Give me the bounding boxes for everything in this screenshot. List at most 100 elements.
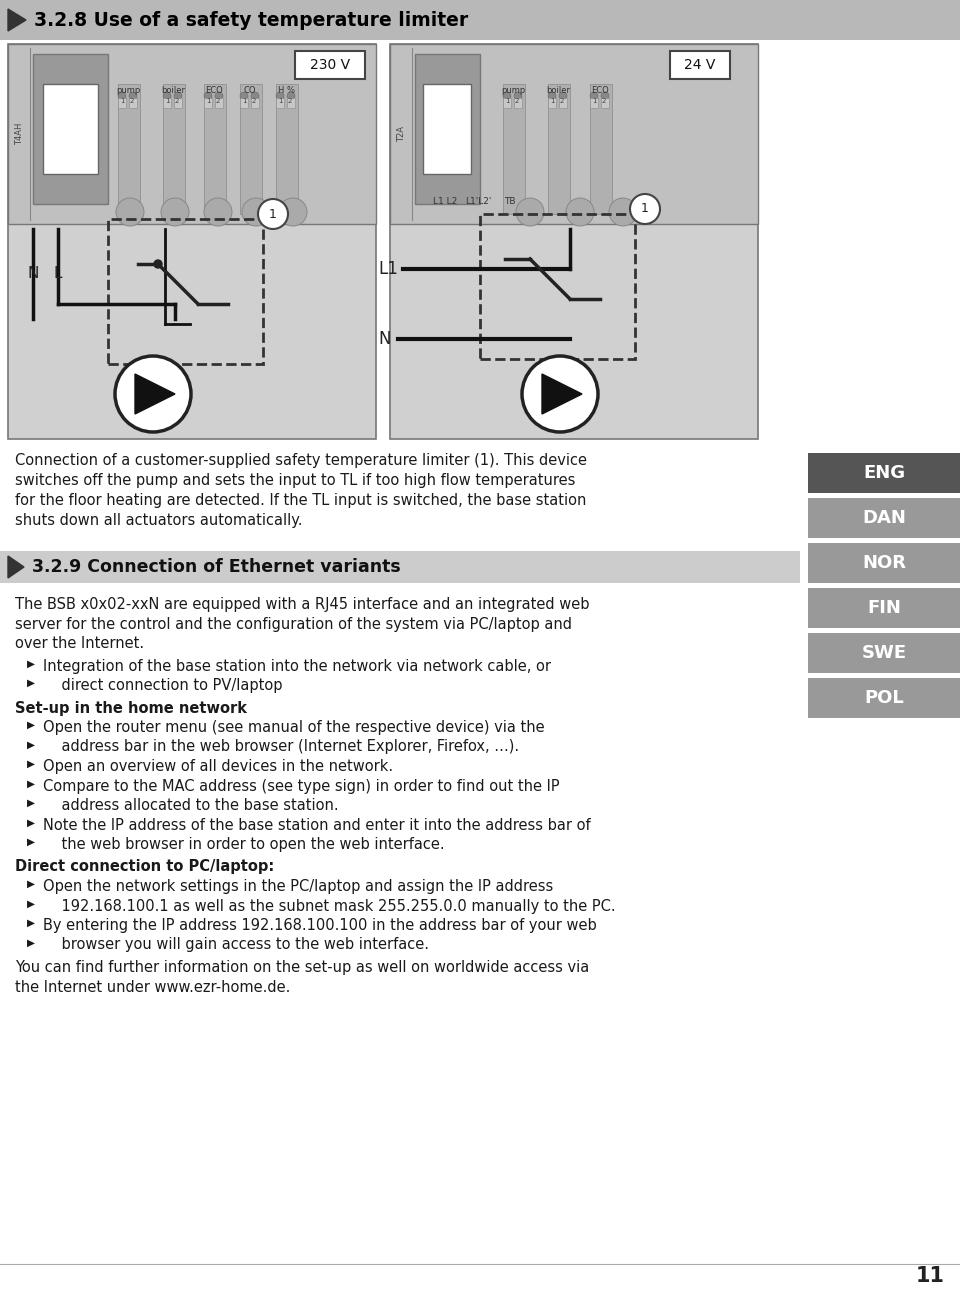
Text: TB: TB [504,197,516,206]
Bar [590,98,598,108]
Text: 3.2.8 Use of a safety temperature limiter: 3.2.8 Use of a safety temperature limite… [34,10,468,30]
Bar [33,53,108,203]
Circle shape [204,198,232,226]
Text: NOR: NOR [862,554,906,572]
Circle shape [129,93,137,100]
Text: address allocated to the base station.: address allocated to the base station. [43,798,339,812]
Text: ECO: ECO [205,86,223,95]
Text: Compare to the MAC address (see type sign) in order to find out the IP: Compare to the MAC address (see type sig… [43,778,560,794]
Text: browser you will gain access to the web interface.: browser you will gain access to the web … [43,938,429,952]
Text: ▶: ▶ [27,798,35,808]
Text: 11: 11 [916,1266,945,1286]
Circle shape [163,93,171,100]
Text: 24 V: 24 V [684,57,716,72]
Text: SWE: SWE [861,644,906,662]
Bar [559,98,567,108]
Text: 1  2: 1 2 [506,98,519,104]
Bar [163,98,171,108]
Circle shape [601,93,609,100]
Bar [390,44,758,224]
Bar [118,83,140,214]
Circle shape [118,93,126,100]
Text: 1  2: 1 2 [121,98,134,104]
Text: server for the control and the configuration of the system via PC/laptop and: server for the control and the configura… [15,617,572,631]
Bar [0,552,800,583]
Text: direct connection to PV/laptop: direct connection to PV/laptop [43,678,282,692]
Bar [8,44,376,439]
Text: You can find further information on the set-up as well on worldwide access via: You can find further information on the … [15,960,589,975]
Bar [590,83,612,214]
Bar [808,588,960,629]
Text: H %: H % [277,86,295,95]
Bar [108,219,263,364]
Text: Open the router menu (see manual of the respective device) via the: Open the router menu (see manual of the … [43,720,544,735]
Text: Note the IP address of the base station and enter it into the address bar of: Note the IP address of the base station … [43,818,590,832]
Polygon shape [542,374,582,413]
Text: ▶: ▶ [27,720,35,730]
Bar [808,632,960,673]
Text: 1  2: 1 2 [551,98,564,104]
Text: ▶: ▶ [27,659,35,669]
Text: 1  2: 1 2 [243,98,256,104]
Text: By entering the IP address 192.168.100.100 in the address bar of your web: By entering the IP address 192.168.100.1… [43,918,597,932]
Text: ENG: ENG [863,464,905,482]
Text: 1: 1 [641,202,649,215]
Text: The BSB x0x02-xxN are equipped with a RJ45 interface and an integrated web: The BSB x0x02-xxN are equipped with a RJ… [15,597,589,612]
Bar [287,98,295,108]
Circle shape [566,198,594,226]
Circle shape [115,356,191,432]
Text: L1: L1 [378,259,397,278]
Circle shape [251,93,259,100]
Bar [601,98,609,108]
Polygon shape [8,9,26,31]
Text: ▶: ▶ [27,918,35,928]
Bar [503,98,511,108]
Text: pump: pump [116,86,140,95]
Circle shape [174,93,182,100]
Bar [0,0,960,40]
Text: boiler: boiler [546,86,570,95]
Bar [118,98,126,108]
Text: 1  2: 1 2 [593,98,607,104]
Bar [276,98,284,108]
Text: 1  2: 1 2 [279,98,293,104]
Text: L1 L2: L1 L2 [433,197,457,206]
Polygon shape [8,556,24,578]
Bar [276,83,298,214]
Bar [808,678,960,719]
Circle shape [258,200,288,230]
Text: L1'L2': L1'L2' [465,197,492,206]
Text: ▶: ▶ [27,678,35,689]
Bar [548,83,570,214]
Polygon shape [135,374,175,413]
Bar [503,83,525,214]
Circle shape [559,93,567,100]
Bar [240,83,262,214]
Bar [215,98,223,108]
Text: switches off the pump and sets the input to TL if too high flow temperatures: switches off the pump and sets the input… [15,473,575,488]
Text: address bar in the web browser (Internet Explorer, Firefox, …).: address bar in the web browser (Internet… [43,739,519,755]
Circle shape [242,198,270,226]
Text: over the Internet.: over the Internet. [15,636,144,651]
Bar [548,98,556,108]
Circle shape [522,356,598,432]
Bar [295,51,365,80]
Text: 1  2: 1 2 [207,98,221,104]
Text: 230 V: 230 V [310,57,350,72]
Text: ▶: ▶ [27,739,35,750]
Circle shape [630,194,660,224]
Text: Connection of a customer-supplied safety temperature limiter (1). This device: Connection of a customer-supplied safety… [15,452,587,468]
Text: ECO: ECO [591,86,609,95]
Text: FIN: FIN [867,599,900,617]
Text: T4AH: T4AH [15,123,25,145]
Bar [390,44,758,439]
Bar [129,98,137,108]
Circle shape [548,93,556,100]
Text: 3.2.9 Connection of Ethernet variants: 3.2.9 Connection of Ethernet variants [32,558,400,576]
Bar [514,98,522,108]
Text: T2A: T2A [397,126,406,142]
Text: Set-up in the home network: Set-up in the home network [15,700,247,716]
Bar [808,542,960,583]
Bar [8,44,376,224]
Text: N: N [378,330,391,348]
